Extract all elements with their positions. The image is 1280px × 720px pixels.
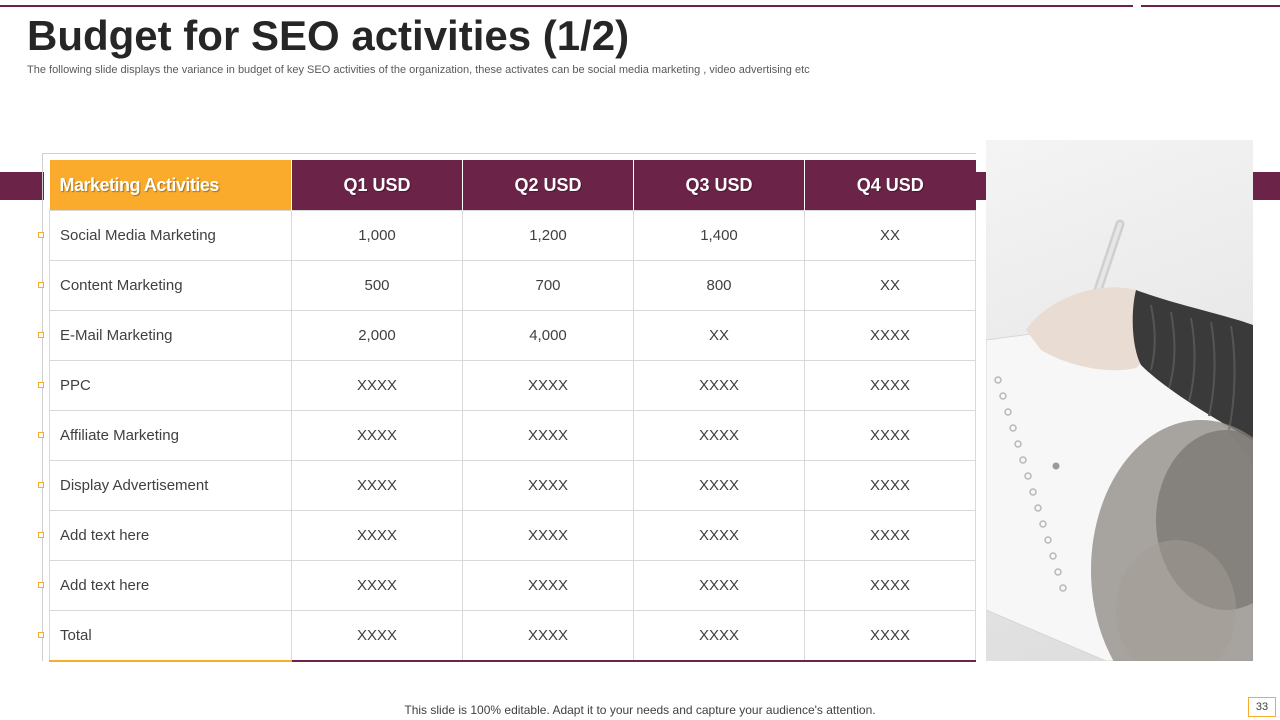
q4-cell: XXXX [804,510,976,561]
slide-title: Budget for SEO activities (1/2) [27,12,630,59]
table-row: Display Advertisement XXXX XXXX XXXX XXX… [49,460,976,511]
table-header-row: Marketing Activities Q1 USD Q2 USD Q3 US… [49,160,976,211]
table-row: E-Mail Marketing 2,000 4,000 XX XXXX [49,310,976,361]
q2-cell: XXXX [462,560,634,611]
q3-cell: XXXX [633,560,805,611]
header-band-mid [976,172,988,200]
q3-cell: XXXX [633,410,805,461]
row-bullet-icon [38,482,44,488]
budget-table: Marketing Activities Q1 USD Q2 USD Q3 US… [49,160,976,662]
table-row: Add text here XXXX XXXX XXXX XXXX [49,510,976,561]
activity-cell: Add text here [49,510,292,561]
q3-cell: XXXX [633,510,805,561]
q2-cell: XXXX [462,510,634,561]
q2-cell: XXXX [462,360,634,411]
q1-cell: XXXX [291,460,463,511]
q3-cell: XXXX [633,360,805,411]
header-band-left [0,172,44,200]
header-marketing-activities: Marketing Activities [49,160,292,211]
q4-cell: XX [804,210,976,261]
q2-cell: XXXX [462,460,634,511]
q2-cell: XXXX [462,610,634,662]
q1-cell: XXXX [291,410,463,461]
activity-cell: Display Advertisement [49,460,292,511]
table-row-total: Total XXXX XXXX XXXX XXXX [49,610,976,662]
row-bullet-icon [38,282,44,288]
q4-cell: XXXX [804,610,976,662]
row-bullet-icon [38,632,44,638]
q3-cell: XXXX [633,460,805,511]
activity-cell: Add text here [49,560,292,611]
q4-cell: XXXX [804,310,976,361]
q2-cell: XXXX [462,410,634,461]
table-frame [42,153,976,661]
table-row: Social Media Marketing 1,000 1,200 1,400… [49,210,976,261]
q2-cell: 700 [462,260,634,311]
photo-person-writing-icon [986,140,1253,661]
table-row: Affiliate Marketing XXXX XXXX XXXX XXXX [49,410,976,461]
header-q4: Q4 USD [804,160,976,211]
row-bullet-icon [38,332,44,338]
q3-cell: 800 [633,260,805,311]
q4-cell: XXXX [804,360,976,411]
footer-note: This slide is 100% editable. Adapt it to… [404,703,876,717]
q4-cell: XXXX [804,560,976,611]
q1-cell: 500 [291,260,463,311]
top-rule-right [1141,5,1280,7]
table-row: PPC XXXX XXXX XXXX XXXX [49,360,976,411]
q4-cell: XXXX [804,460,976,511]
q1-cell: 2,000 [291,310,463,361]
q3-cell: 1,400 [633,210,805,261]
q3-cell: XXXX [633,610,805,662]
activity-cell: Affiliate Marketing [49,410,292,461]
table-row: Content Marketing 500 700 800 XX [49,260,976,311]
header-q2: Q2 USD [462,160,634,211]
activity-cell: PPC [49,360,292,411]
q1-cell: XXXX [291,560,463,611]
activity-cell: Total [49,610,292,662]
q1-cell: 1,000 [291,210,463,261]
q4-cell: XXXX [804,410,976,461]
table-row: Add text here XXXX XXXX XXXX XXXX [49,560,976,611]
row-bullet-icon [38,382,44,388]
header-q1: Q1 USD [291,160,463,211]
activity-cell: Content Marketing [49,260,292,311]
q1-cell: XXXX [291,360,463,411]
q3-cell: XX [633,310,805,361]
row-bullet-icon [38,532,44,538]
header-q3: Q3 USD [633,160,805,211]
top-rule-left [0,5,1133,7]
q4-cell: XX [804,260,976,311]
q1-cell: XXXX [291,610,463,662]
q2-cell: 1,200 [462,210,634,261]
q1-cell: XXXX [291,510,463,561]
row-bullet-icon [38,232,44,238]
q2-cell: 4,000 [462,310,634,361]
row-bullet-icon [38,432,44,438]
row-bullet-icon [38,582,44,588]
activity-cell: Social Media Marketing [49,210,292,261]
slide-subtitle: The following slide displays the varianc… [27,64,810,76]
activity-cell: E-Mail Marketing [49,310,292,361]
page-number: 33 [1248,697,1276,717]
header-band-right [1253,172,1280,200]
